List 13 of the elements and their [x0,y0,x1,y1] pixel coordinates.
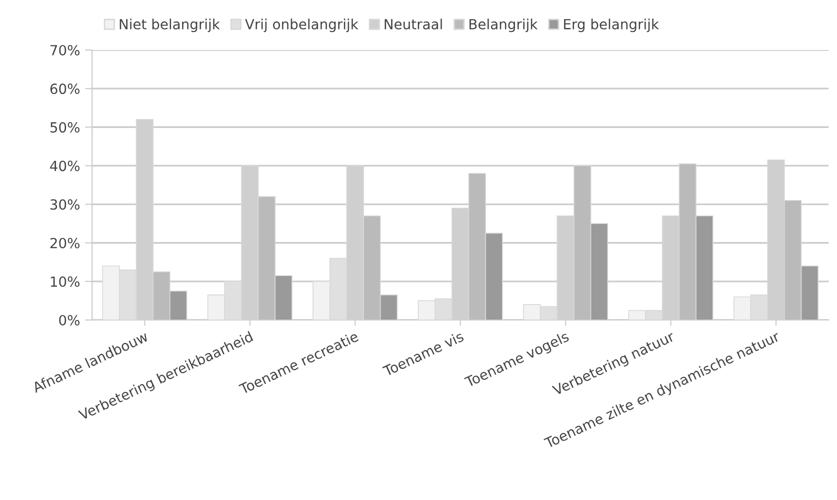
y-tick-label: 40% [50,160,80,172]
legend-label: Niet belangrijk [120,18,220,32]
y-tick-label: 60% [50,84,80,94]
legend-label: Belangrijk [470,18,538,32]
legend-label: Neutraal [384,18,442,30]
y-tick-label: 0% [59,314,80,326]
y-tick-label: 70% [50,44,80,56]
legend-label: Erg belangrijk [564,18,659,32]
y-tick-label: 30% [50,199,80,210]
y-tick-label: 50% [50,122,80,133]
y-tick-label: 20% [50,238,80,248]
legend-label: Vrij onbelangrijk [245,18,358,32]
y-tick-label: 10% [50,276,80,287]
